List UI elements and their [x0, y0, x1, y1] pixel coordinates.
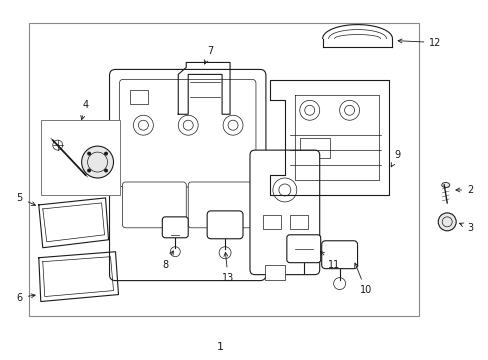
- Text: 13: 13: [222, 252, 234, 283]
- Text: 6: 6: [17, 293, 35, 302]
- Ellipse shape: [441, 183, 449, 188]
- Text: 3: 3: [459, 223, 472, 233]
- Bar: [264, 265, 285, 280]
- Text: 5: 5: [17, 193, 35, 206]
- Text: 4: 4: [81, 100, 88, 120]
- FancyBboxPatch shape: [286, 235, 320, 263]
- Circle shape: [87, 168, 91, 172]
- Text: 12: 12: [397, 37, 441, 48]
- FancyBboxPatch shape: [249, 150, 319, 275]
- FancyBboxPatch shape: [109, 69, 265, 280]
- FancyBboxPatch shape: [207, 211, 243, 239]
- FancyBboxPatch shape: [162, 217, 188, 238]
- Circle shape: [104, 152, 108, 156]
- FancyBboxPatch shape: [188, 182, 251, 228]
- Bar: [29, 23, 419, 316]
- Bar: [289, 215, 307, 229]
- FancyBboxPatch shape: [321, 241, 357, 269]
- Circle shape: [437, 213, 455, 231]
- Text: 7: 7: [204, 45, 213, 64]
- Bar: [130, 90, 148, 104]
- Text: 11: 11: [320, 251, 339, 270]
- Bar: [41, 120, 120, 195]
- FancyBboxPatch shape: [119, 80, 255, 187]
- Circle shape: [104, 168, 108, 172]
- Text: 9: 9: [390, 150, 400, 167]
- Circle shape: [81, 146, 113, 178]
- Text: 10: 10: [354, 263, 371, 294]
- Bar: [263, 215, 280, 229]
- Bar: [299, 138, 329, 158]
- Text: 2: 2: [455, 185, 472, 195]
- Circle shape: [87, 152, 91, 156]
- FancyBboxPatch shape: [122, 182, 186, 228]
- Text: 8: 8: [162, 251, 173, 270]
- Text: 1: 1: [216, 342, 223, 352]
